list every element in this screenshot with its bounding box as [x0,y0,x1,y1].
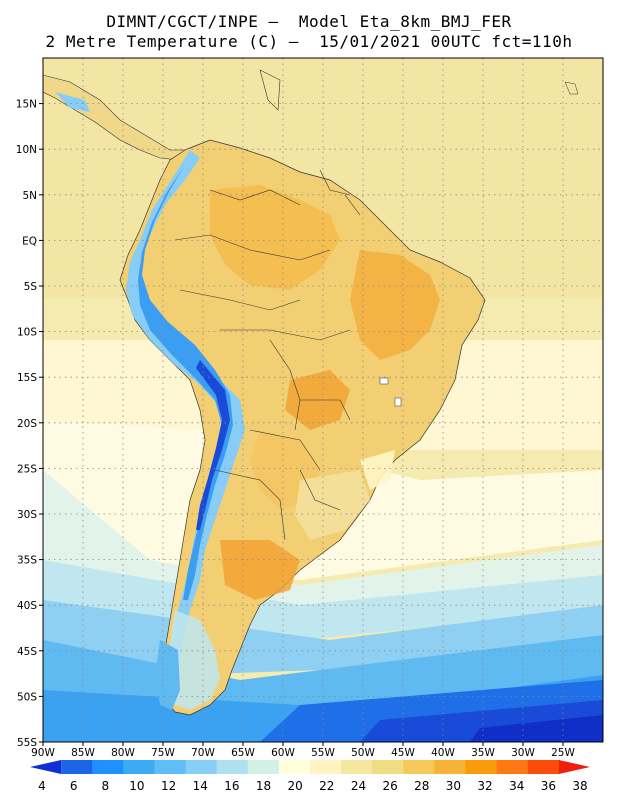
lake-marker-1 [379,377,389,385]
lon-tick-label: 40W [431,747,455,759]
lat-tick-label: 45S [17,646,37,658]
latitude-axis: 15N 10N 5N EQ 5S 10S 15S 20S 25S 30S 35S 40S 45S 50S 5… [16,99,43,749]
lat-tick-label: 35S [17,555,37,567]
colorbar-label: 36 [541,779,556,793]
colorbar-label: 24 [351,779,366,793]
lat-tick-label: 55S [17,737,37,749]
colorbar-swatch [434,760,467,774]
lat-tick-label: 5S [24,281,38,293]
lon-tick-label: 45W [391,747,415,759]
southern-andes-cold-zone [155,640,180,710]
colorbar-swatch [154,760,187,774]
colorbar-label: 38 [572,779,587,793]
colorbar-swatch [465,760,498,774]
colorbar-label: 18 [256,779,271,793]
colorbar-label: 12 [161,779,176,793]
lon-tick-label: 70W [191,747,215,759]
colorbar-label: 4 [38,779,46,793]
lon-tick-label: 75W [151,747,175,759]
caribbean-island-outline [259,69,281,111]
lat-tick-label: 15N [16,99,37,111]
uruguay-mild-zone [295,470,370,540]
colorbar-swatch [185,760,218,774]
colorbar-swatch [216,760,249,774]
lat-tick-label: 5N [22,190,37,202]
colorbar-label: 8 [101,779,109,793]
northeast-brazil-warm-zone [350,250,440,360]
amazon-warm-zone [210,185,340,290]
atlantic-islet-outline [564,81,579,95]
colorbar-label: 16 [224,779,239,793]
lon-tick-label: 35W [471,747,495,759]
lon-tick-label: 85W [71,747,95,759]
lon-tick-label: 60W [271,747,295,759]
lat-lon-grid [42,58,603,743]
colorbar-swatch [278,760,311,774]
colorbar-swatch [310,760,342,774]
lon-tick-label: 25W [551,747,575,759]
lat-tick-label: EQ [22,235,37,247]
colorbar-label: 30 [446,779,461,793]
lon-tick-label: 50W [351,747,375,759]
title-line-2: 2 Metre Temperature (C) – 15/01/2021 00U… [45,32,573,51]
lon-tick-label: 30W [511,747,535,759]
lat-tick-label: 20S [17,418,37,430]
colorbar-swatch [403,760,435,774]
longitude-axis: 90W 85W 80W 75W 70W 65W 60W 55W 50W 45W 40W 35W 30W 2… [31,742,575,759]
title-line-1: DIMNT/CGCT/INPE – Model Eta_8km_BMJ_FER [106,12,512,31]
colorbar-swatch [558,760,590,774]
colorbar-swatch [527,760,560,774]
colorbar-label: 20 [288,779,303,793]
colorbar-swatch [496,760,529,774]
south-brazil-coast-mild-zone [360,450,395,490]
lat-tick-label: 50S [17,691,37,703]
colorbar-swatch [61,760,93,774]
lon-tick-label: 65W [231,747,255,759]
lon-tick-label: 80W [111,747,135,759]
lat-tick-label: 10S [17,327,37,339]
patagonia-cool-zone [168,610,220,710]
andes-coldest-ridge [196,360,230,530]
colorbar-swatch [123,760,155,774]
country-borders [174,169,361,541]
colorbar-swatch [372,760,404,774]
argentina-pampas-hot-zone [220,540,300,600]
colorbar-swatch [247,760,280,774]
colorbar-label: 6 [70,779,78,793]
colorbar-label: 10 [129,779,144,793]
central-america-highland-cool [55,92,90,112]
lon-tick-label: 55W [311,747,335,759]
lat-tick-label: 40S [17,600,37,612]
lat-tick-label: 25S [17,463,37,475]
ocean-band-4 [470,715,603,742]
colorbar: 4 6 8 10 12 14 16 18 20 22 24 26 28 30 32 34 36 38 [30,760,590,793]
colorbar-label: 34 [509,779,524,793]
lat-tick-label: 30S [17,509,37,521]
colorbar-swatch [30,760,62,774]
colorbar-label: 32 [477,779,492,793]
lon-tick-label: 90W [31,747,55,759]
colorbar-label: 28 [414,779,429,793]
colorbar-label: 22 [319,779,334,793]
colorbar-swatch [341,760,373,774]
lat-tick-label: 10N [16,144,37,156]
lake-marker-2 [394,397,402,407]
colorbar-label: 14 [193,779,208,793]
colorbar-swatch [92,760,124,774]
colorbar-label: 26 [382,779,397,793]
lat-tick-label: 15S [17,372,37,384]
